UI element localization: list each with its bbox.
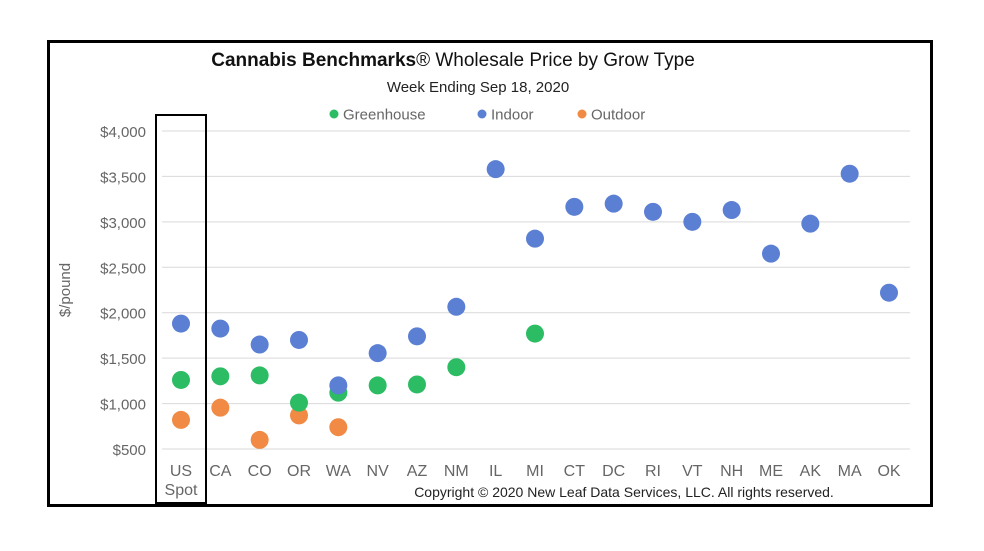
- x-tick-label: MI: [526, 463, 544, 480]
- x-tick-label: NM: [444, 463, 469, 480]
- point-indoor-dc: [604, 194, 623, 213]
- legend-item-indoor: Indoor: [477, 107, 534, 124]
- chart-title-rest: ® Wholesale Price by Grow Type: [416, 50, 695, 71]
- point-indoor-ok: [880, 283, 898, 302]
- series-greenhouse: [172, 324, 544, 412]
- chart-subtitle: Week Ending Sep 18, 2020: [387, 79, 569, 96]
- point-greenhouse-or: [290, 393, 308, 412]
- point-outdoor-or: [290, 406, 308, 425]
- x-tick-label: OK: [877, 463, 900, 480]
- point-indoor-ri: [644, 202, 662, 221]
- x-tick-label: NV: [367, 463, 390, 480]
- point-greenhouse-nm: [447, 358, 466, 377]
- point-indoor-wa: [329, 376, 348, 395]
- point-greenhouse-co: [250, 366, 269, 385]
- point-indoor-ca: [211, 319, 230, 338]
- point-indoor-ak: [801, 214, 820, 233]
- x-tick-label: WA: [326, 463, 352, 480]
- y-tick-label: $3,000: [100, 215, 146, 232]
- legend-marker: [477, 109, 487, 119]
- x-tick-label: CA: [209, 463, 232, 480]
- point-indoor-us-spot: [172, 314, 190, 333]
- data-points: [172, 160, 898, 449]
- x-tick-label: ME: [759, 463, 783, 480]
- point-greenhouse-us-spot: [172, 370, 190, 389]
- x-tick-label: US: [170, 463, 192, 480]
- point-indoor-il: [486, 160, 505, 179]
- point-indoor-nh: [722, 201, 741, 220]
- x-tick-label: Spot: [165, 482, 198, 499]
- point-indoor-ct: [565, 197, 584, 216]
- point-outdoor-ca: [211, 398, 230, 417]
- point-indoor-me: [762, 244, 780, 263]
- x-tick-label: CT: [564, 463, 586, 480]
- chart-frame: [47, 40, 933, 507]
- x-tick-label: DC: [602, 463, 625, 480]
- point-indoor-nm: [447, 297, 466, 316]
- legend-label: Greenhouse: [343, 107, 426, 124]
- chart-title: Cannabis Benchmarks® Wholesale Price by …: [211, 50, 695, 71]
- y-tick-label: $1,500: [100, 351, 146, 368]
- x-tick-label: AK: [800, 463, 822, 480]
- y-tick-label: $2,000: [100, 306, 146, 323]
- y-axis-ticks: $500 $1,000 $1,500 $2,000 $2,500 $3,000 $3,500…: [100, 124, 146, 459]
- x-tick-label: AZ: [407, 463, 428, 480]
- legend-marker: [577, 109, 587, 119]
- point-indoor-vt: [683, 212, 702, 231]
- x-tick-label: NH: [720, 463, 743, 480]
- us-spot-highlight-box: [155, 114, 207, 504]
- legend-item-outdoor: Outdoor: [577, 107, 645, 124]
- series-outdoor: [172, 398, 348, 449]
- point-greenhouse-mi: [526, 324, 544, 343]
- point-indoor-or: [290, 330, 308, 349]
- point-greenhouse-az: [408, 375, 426, 394]
- y-tick-label: $500: [113, 442, 146, 459]
- legend-label: Outdoor: [591, 107, 645, 124]
- point-indoor-az: [408, 327, 426, 346]
- point-outdoor-co: [250, 430, 269, 449]
- x-tick-label: CO: [248, 463, 272, 480]
- point-outdoor-us-spot: [172, 410, 190, 429]
- point-indoor-nv: [368, 344, 387, 363]
- y-tick-label: $1,000: [100, 397, 146, 414]
- x-tick-label: VT: [682, 463, 703, 480]
- legend-marker: [329, 109, 339, 119]
- y-axis-label: $/pound: [57, 263, 74, 317]
- x-tick-label: MA: [838, 463, 862, 480]
- x-axis-labels: US Spot CA CO OR WA NV AZ NM IL MI CT DC RI VT NH ME AK MA…: [165, 463, 901, 499]
- y-tick-label: $3,500: [100, 169, 146, 186]
- legend-label: Indoor: [491, 107, 534, 124]
- x-tick-label: IL: [489, 463, 502, 480]
- gridlines: [162, 130, 910, 450]
- point-greenhouse-ca: [211, 367, 230, 386]
- x-tick-label: RI: [645, 463, 661, 480]
- chart-title-bold: Cannabis Benchmarks: [211, 50, 416, 71]
- legend: Greenhouse Indoor Outdoor: [329, 107, 645, 124]
- point-greenhouse-nv: [368, 376, 387, 395]
- y-tick-label: $2,500: [100, 260, 146, 277]
- legend-item-greenhouse: Greenhouse: [329, 107, 426, 124]
- x-tick-label: OR: [287, 463, 311, 480]
- point-indoor-co: [250, 335, 269, 354]
- y-tick-label: $4,000: [100, 124, 146, 141]
- series-indoor: [172, 160, 898, 395]
- copyright-annotation: Copyright © 2020 New Leaf Data Services,…: [414, 484, 834, 500]
- point-indoor-ma: [840, 164, 859, 183]
- point-outdoor-wa: [329, 418, 348, 437]
- point-indoor-mi: [526, 229, 544, 248]
